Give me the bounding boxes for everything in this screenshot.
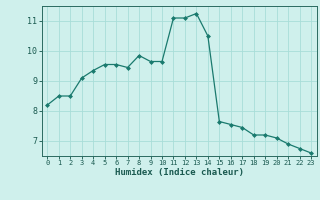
X-axis label: Humidex (Indice chaleur): Humidex (Indice chaleur)	[115, 168, 244, 177]
